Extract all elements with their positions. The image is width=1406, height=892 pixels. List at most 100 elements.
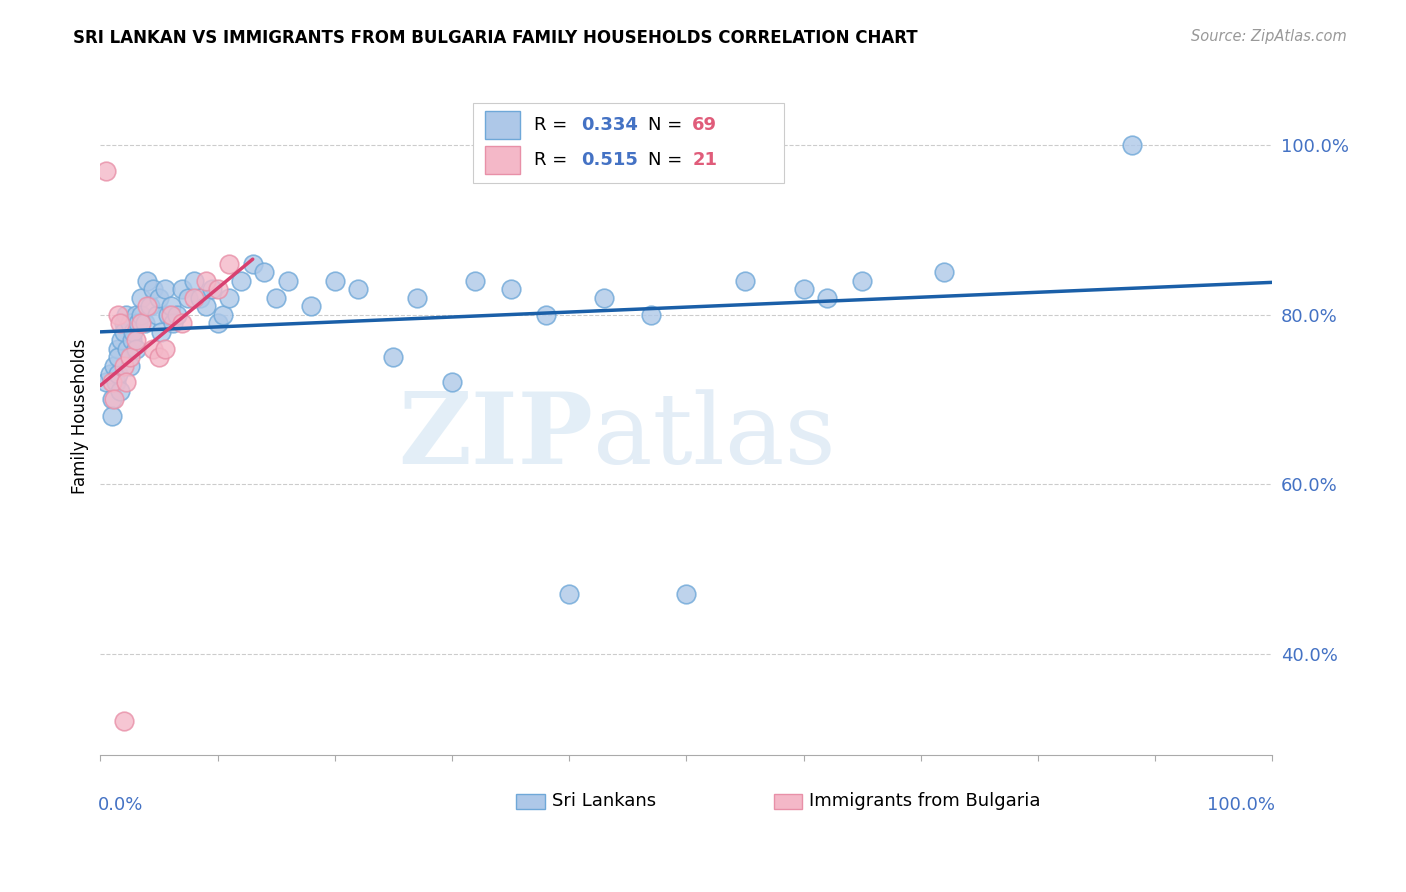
Point [103,392,125,407]
Point [142,282,165,296]
Point [299,299,322,313]
Point [101,409,124,424]
Point [122,325,145,339]
Point [159,299,181,313]
Point [934,265,956,279]
Point [793,282,815,296]
Point [101,392,124,407]
Point [96,376,118,390]
Point [1121,138,1143,153]
Point [124,333,146,347]
Point [118,350,141,364]
Point [464,274,486,288]
Point [107,342,129,356]
Point [640,308,662,322]
Point [124,308,146,322]
Point [131,316,153,330]
Point [212,308,235,322]
Point [177,291,200,305]
FancyBboxPatch shape [485,146,520,174]
Text: ZIP: ZIP [398,388,593,485]
Text: R =: R = [534,151,574,169]
Point [734,274,756,288]
Point [136,274,159,288]
Point [277,274,299,288]
Point [382,350,405,364]
Point [107,308,129,322]
Point [112,359,135,373]
Point [558,587,581,601]
FancyBboxPatch shape [472,103,783,183]
Point [440,376,463,390]
Text: 69: 69 [692,116,717,134]
Point [112,714,135,729]
Point [218,291,240,305]
Point [115,376,138,390]
Point [593,291,616,305]
Text: 21: 21 [692,151,717,169]
Text: R =: R = [534,116,574,134]
Point [107,367,129,381]
Point [183,291,205,305]
Point [201,282,224,296]
Point [851,274,873,288]
Point [405,291,427,305]
Point [103,359,125,373]
Point [148,291,170,305]
Point [150,325,173,339]
Text: 0.334: 0.334 [581,116,638,134]
Point [110,316,132,330]
Point [157,308,180,322]
Point [207,282,229,296]
Point [194,299,217,313]
Text: N =: N = [648,151,688,169]
Point [153,342,176,356]
Point [815,291,838,305]
Point [112,316,135,330]
Text: 0.515: 0.515 [581,151,638,169]
FancyBboxPatch shape [775,794,803,809]
Point [96,163,118,178]
Text: Immigrants from Bulgaria: Immigrants from Bulgaria [810,792,1040,811]
Point [138,299,160,313]
Point [115,308,138,322]
Point [347,282,370,296]
Point [172,316,194,330]
Text: 100.0%: 100.0% [1206,796,1275,814]
Point [118,359,141,373]
Point [145,308,167,322]
Point [101,376,124,390]
Point [534,308,557,322]
Point [499,282,522,296]
Point [110,333,132,347]
Point [183,274,205,288]
Point [124,342,146,356]
Point [117,342,139,356]
Point [107,350,129,364]
Point [121,333,143,347]
Text: Sri Lankans: Sri Lankans [551,792,655,811]
Point [166,308,188,322]
Point [323,274,346,288]
Point [188,291,211,305]
Point [142,342,165,356]
Point [118,316,141,330]
Text: N =: N = [648,116,688,134]
Point [253,265,276,279]
FancyBboxPatch shape [485,111,520,139]
Point [131,291,153,305]
Point [194,274,217,288]
Point [98,367,121,381]
Text: SRI LANKAN VS IMMIGRANTS FROM BULGARIA FAMILY HOUSEHOLDS CORRELATION CHART: SRI LANKAN VS IMMIGRANTS FROM BULGARIA F… [73,29,918,46]
Point [112,325,135,339]
Text: Source: ZipAtlas.com: Source: ZipAtlas.com [1191,29,1347,44]
Y-axis label: Family Households: Family Households [72,339,89,494]
Text: 0.0%: 0.0% [98,796,143,814]
FancyBboxPatch shape [516,794,544,809]
Point [159,308,181,322]
Point [110,384,132,398]
Point [172,282,194,296]
Point [675,587,697,601]
Point [229,274,252,288]
Point [264,291,287,305]
